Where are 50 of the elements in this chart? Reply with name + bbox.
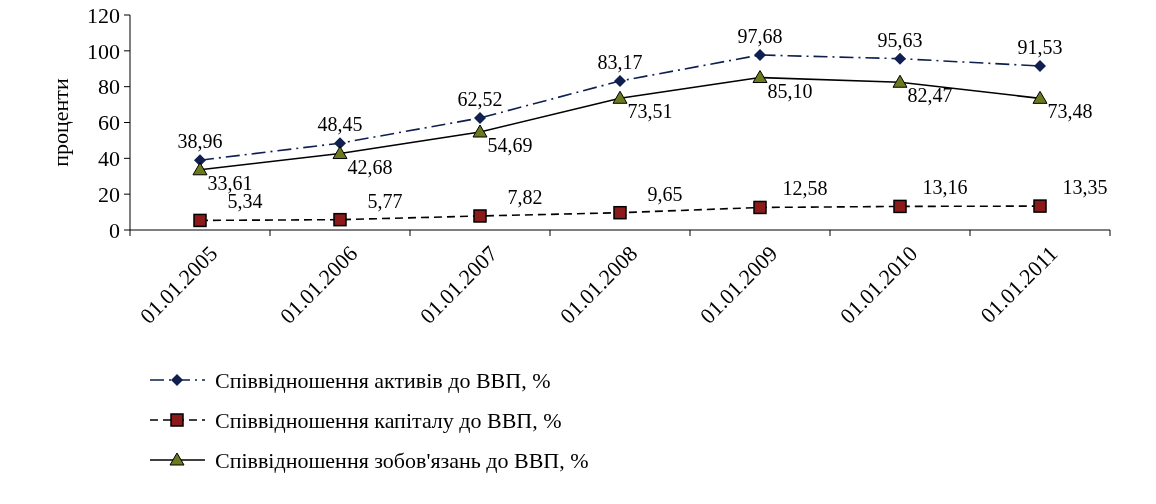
data-label: 5,77 xyxy=(367,189,403,212)
legend-label: Співвідношення капіталу до ВВП, % xyxy=(215,407,562,433)
data-label: 73,48 xyxy=(1047,100,1093,123)
data-label: 73,51 xyxy=(627,100,673,123)
point xyxy=(193,213,207,228)
point xyxy=(893,199,907,214)
data-label: 33,61 xyxy=(207,171,253,194)
point xyxy=(754,48,766,61)
data-label: 91,53 xyxy=(1017,36,1063,59)
point xyxy=(1032,90,1048,104)
data-label: 85,10 xyxy=(767,79,813,102)
point xyxy=(612,90,628,104)
data-label: 62,52 xyxy=(457,87,503,110)
data-label: 54,69 xyxy=(487,134,533,157)
point xyxy=(614,74,626,87)
legend-label: Співвідношення зобов'язань до ВВП, % xyxy=(215,447,589,473)
data-label: 9,65 xyxy=(647,182,683,205)
data-label: 13,16 xyxy=(922,176,968,199)
point xyxy=(892,74,908,88)
point xyxy=(192,162,208,176)
y-tick-label: 60 xyxy=(98,110,120,136)
y-tick-label: 40 xyxy=(98,146,120,172)
data-label: 48,45 xyxy=(317,113,363,136)
data-label: 38,96 xyxy=(177,130,223,153)
data-label: 7,82 xyxy=(507,185,543,208)
data-label: 97,68 xyxy=(737,24,783,47)
y-tick-label: 80 xyxy=(98,74,120,100)
point xyxy=(894,52,906,65)
data-label: 82,47 xyxy=(907,84,953,107)
data-label: 95,63 xyxy=(877,28,923,51)
point xyxy=(1033,199,1047,213)
point xyxy=(472,124,488,138)
y-tick-label: 120 xyxy=(87,2,120,28)
point xyxy=(752,70,768,84)
point xyxy=(474,111,486,124)
point xyxy=(753,200,767,215)
y-tick-label: 20 xyxy=(98,181,120,207)
y-axis-title: проценти xyxy=(48,78,73,167)
point xyxy=(473,209,487,223)
data-label: 13,35 xyxy=(1062,176,1108,199)
point xyxy=(333,212,347,227)
data-label: 42,68 xyxy=(347,155,393,178)
legend-label: Співвідношення активів до ВВП, % xyxy=(215,367,551,393)
data-label: 12,58 xyxy=(782,177,828,200)
point xyxy=(1034,60,1046,73)
point xyxy=(332,146,348,160)
y-tick-label: 0 xyxy=(109,217,120,243)
y-tick-label: 100 xyxy=(87,38,120,64)
data-label: 83,17 xyxy=(597,50,643,73)
point xyxy=(613,205,627,220)
